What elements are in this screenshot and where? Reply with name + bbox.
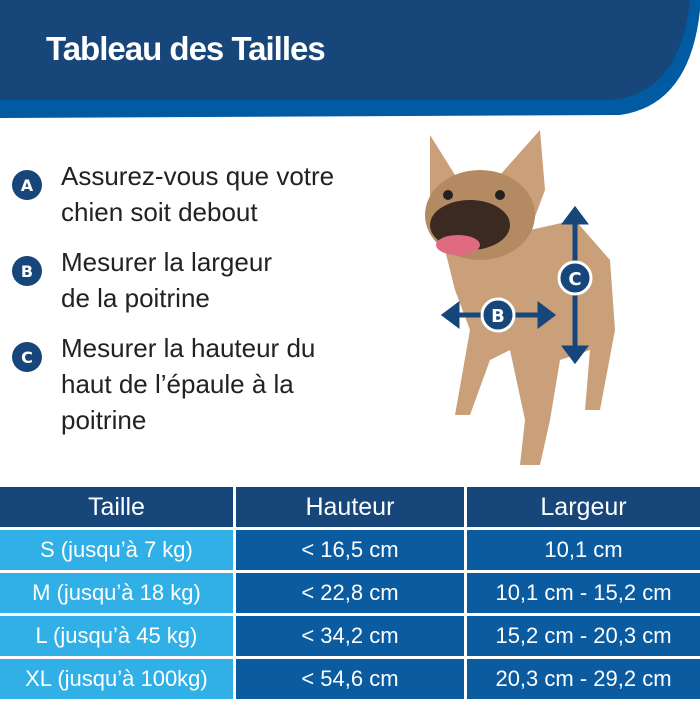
instruction-list: A Assurez-vous que votre chien soit debou… — [12, 158, 412, 452]
dog-measurement-image: B C — [425, 130, 615, 465]
table-row: S (jusqu’à 7 kg) < 16,5 cm 10,1 cm — [0, 530, 700, 570]
header-banner — [0, 0, 700, 118]
step-a: A Assurez-vous que votre chien soit debou… — [12, 158, 412, 230]
height-cell: < 22,8 cm — [235, 573, 464, 613]
marker-c — [557, 260, 593, 296]
step-badge: A — [12, 170, 42, 200]
size-cell: S (jusqu’à 7 kg) — [0, 530, 233, 570]
step-text: Assurez-vous que votre — [61, 161, 335, 191]
column-header: Taille — [0, 487, 233, 527]
page-title: Tableau des Tailles — [46, 30, 326, 67]
table-row: L (jusqu’à 45 kg) < 34,2 cm 15,2 cm - 20… — [0, 616, 700, 656]
step-text: Mesurer la hauteur du — [61, 333, 316, 363]
marker-c-label: C — [568, 269, 581, 290]
step-text: poitrine — [61, 405, 147, 435]
height-cell: < 16,5 cm — [235, 530, 464, 570]
size-table: Taille Hauteur Largeur S (jusqu’à 7 kg) … — [0, 484, 700, 702]
width-cell: 10,1 cm — [466, 530, 700, 570]
size-cell: XL (jusqu’à 100kg) — [0, 659, 233, 699]
height-cell: < 34,2 cm — [235, 616, 464, 656]
step-text: Mesurer la largeur — [61, 247, 272, 277]
table-header-row: Taille Hauteur Largeur — [0, 487, 700, 527]
step-b: B Mesurer la largeur de la poitrine — [12, 244, 412, 316]
step-text: chien soit debout — [61, 197, 258, 227]
height-cell: < 54,6 cm — [235, 659, 464, 699]
step-badge: B — [12, 256, 42, 286]
step-c: C Mesurer la hauteur du haut de l’épaule … — [12, 330, 412, 438]
size-cell: L (jusqu’à 45 kg) — [0, 616, 233, 656]
column-header: Hauteur — [235, 487, 464, 527]
size-cell: M (jusqu’à 18 kg) — [0, 573, 233, 613]
marker-b-label: B — [491, 306, 505, 327]
table-row: XL (jusqu’à 100kg) < 54,6 cm 20,3 cm - 2… — [0, 659, 700, 699]
width-cell: 20,3 cm - 29,2 cm — [466, 659, 700, 699]
step-text: de la poitrine — [61, 283, 210, 313]
column-header: Largeur — [466, 487, 700, 527]
width-cell: 10,1 cm - 15,2 cm — [466, 573, 700, 613]
step-badge: C — [12, 342, 42, 372]
marker-b — [480, 297, 516, 333]
table-row: M (jusqu’à 18 kg) < 22,8 cm 10,1 cm - 15… — [0, 573, 700, 613]
step-text: haut de l’épaule à la — [61, 369, 294, 399]
width-cell: 15,2 cm - 20,3 cm — [466, 616, 700, 656]
